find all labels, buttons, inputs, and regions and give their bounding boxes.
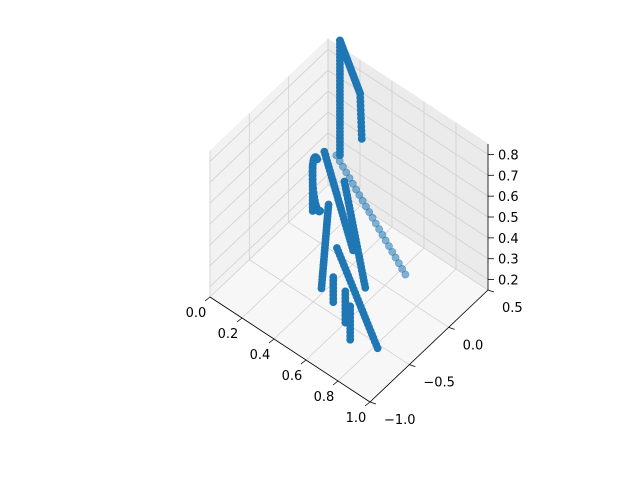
grid-z [209,90,489,204]
grid-y [288,76,449,328]
data-point [361,283,370,292]
data-point [317,284,326,293]
y-tick-label: 0.0 [463,338,484,353]
y-tick [448,326,455,330]
grid-z [209,69,489,183]
y-tick [409,364,416,368]
z-tick-label: 0.4 [498,232,519,247]
x-tick-label: 1.0 [346,411,367,426]
data-point [329,298,338,307]
data-point [316,206,325,215]
grid-y [327,39,489,291]
grid-z [209,111,489,225]
x-tick [300,359,307,365]
x-tick-label: 0.4 [250,348,271,363]
data-point [357,134,366,143]
y-tick-label: −0.5 [423,376,455,391]
z-tick-label: 0.2 [498,274,519,289]
y-tick-label: 0.5 [502,301,523,316]
z-tick-label: 0.6 [498,190,519,205]
grid-z [209,48,489,162]
z-tick-label: 0.7 [498,169,519,184]
z-tick-label: 0.3 [498,253,519,268]
grid-y [248,113,410,366]
x-axis-line [209,296,371,403]
data-point [373,344,382,353]
grid-z [209,132,489,246]
x-tick [332,380,339,386]
y-tick-label: −1.0 [384,413,416,428]
x-tick [236,317,243,323]
x-tick-label: 0.0 [186,306,207,321]
x-tick [204,296,211,302]
y-tick [487,289,495,293]
data-points [308,36,410,353]
z-tick-label: 0.8 [498,148,519,163]
tick-marks [204,154,495,407]
x-tick-label: 0.2 [218,327,239,342]
z-tick-label: 0.5 [498,211,519,226]
x-tick-label: 0.8 [314,390,335,405]
data-point [346,335,355,344]
tick-labels: 0.0 0.2 0.4 0.6 0.8 1.0 −1.0 −0.5 0.0 0.5 0.2 0.3 0.… [186,148,523,428]
data-point [336,151,344,160]
x-tick [268,338,275,344]
data-point [401,270,410,279]
x-tick [364,401,371,407]
y-tick [369,401,377,405]
y-axis-line [369,289,489,403]
x-tick-label: 0.6 [282,369,303,384]
